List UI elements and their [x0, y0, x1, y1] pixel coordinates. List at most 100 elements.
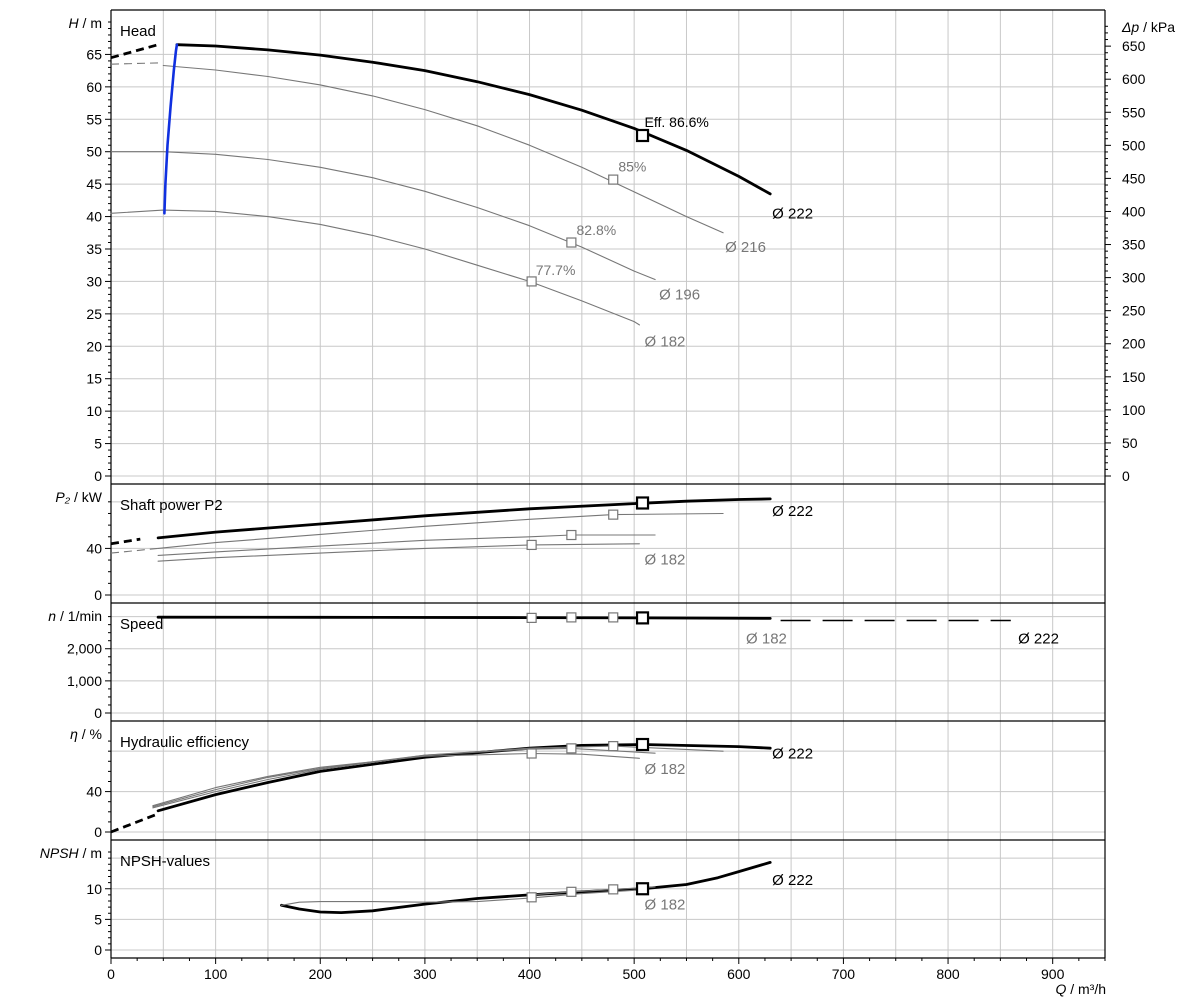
operating-point-marker — [608, 741, 619, 752]
operating-point-marker — [526, 539, 537, 551]
curve-line — [528, 886, 656, 896]
y-tick-label: 45 — [86, 176, 102, 192]
y-tick-label: 15 — [86, 371, 102, 387]
operating-point-marker — [635, 737, 650, 752]
curve-lead-in — [110, 537, 141, 546]
curve-layer — [110, 43, 1011, 914]
operating-limit-curve — [163, 43, 179, 215]
x-tick-label: 400 — [518, 966, 542, 982]
y-axis-unit: / m — [79, 15, 102, 31]
y-axis-label: H / m — [69, 15, 102, 31]
curve-line — [110, 151, 656, 281]
y2-tick-label: 100 — [1122, 402, 1146, 418]
x-axis-variable: Q — [1055, 981, 1066, 997]
y2-tick-label: 350 — [1122, 237, 1146, 253]
y-axis-variable: NPSH — [40, 845, 80, 861]
curve-line — [152, 747, 656, 808]
curve-line — [280, 889, 640, 906]
curve-lead-in — [110, 62, 159, 65]
y-tick-label: 0 — [94, 824, 102, 840]
y2-tick-label: 200 — [1122, 336, 1146, 352]
y-tick-label: 1,000 — [67, 673, 102, 689]
y-axis-variable: n — [48, 608, 56, 624]
y-axis-unit: / 1/min — [56, 608, 102, 624]
y-axis-label: η / % — [70, 726, 102, 742]
y2-axis-unit: / kPa — [1139, 19, 1175, 35]
y-axis-label: P₂ / kW — [55, 489, 102, 505]
curve-label: Ø 182 — [645, 334, 686, 351]
curve-line — [110, 209, 640, 326]
curve-line — [157, 534, 656, 556]
y-tick-label: 40 — [86, 540, 102, 556]
y-tick-label: 10 — [86, 881, 102, 897]
curve-line — [152, 752, 640, 807]
operating-point-marker — [566, 237, 577, 248]
y-tick-label: 25 — [86, 306, 102, 322]
operating-point-marker — [635, 882, 650, 896]
y-tick-label: 0 — [94, 942, 102, 958]
y-axis-variable: η — [70, 726, 78, 742]
curve-lead-in — [110, 547, 159, 554]
axis-layer: 0 100 200 300 400 500 600 700 800 900051015202530… — [40, 15, 1175, 982]
y-axis-variable: H — [69, 15, 80, 31]
y-tick-label: 65 — [86, 46, 102, 62]
y-tick-label: 30 — [86, 273, 102, 289]
y2-tick-label: 400 — [1122, 203, 1146, 219]
y2-tick-label: 0 — [1122, 468, 1130, 484]
y-tick-label: 35 — [86, 241, 102, 257]
curve-lead-in — [110, 43, 159, 60]
curve-line — [162, 64, 724, 234]
curve-label: Ø 182 — [746, 630, 787, 647]
panel-title: Head — [120, 23, 156, 40]
y2-tick-label: 650 — [1122, 38, 1146, 54]
label-layer: Head Ø 222 Ø 216 Ø 196 Ø 182 Eff. 86.6% 85% 82.… — [120, 23, 1059, 914]
panel-title: NPSH-values — [120, 853, 210, 870]
efficiency-annotation: 82.8% — [577, 222, 617, 238]
efficiency-annotation: Eff. 86.6% — [645, 114, 709, 130]
y2-axis-label: Δp / kPa — [1121, 19, 1175, 35]
operating-point-marker — [635, 611, 650, 625]
efficiency-annotation: 85% — [618, 159, 646, 175]
y-tick-label: 60 — [86, 79, 102, 95]
panel-title: Speed — [120, 616, 163, 633]
x-tick-label: 200 — [309, 966, 333, 982]
y-tick-label: 0 — [94, 705, 102, 721]
curve-label: Ø 222 — [772, 503, 813, 520]
x-axis-label: Q / m³/h — [1055, 981, 1106, 997]
operating-point-marker — [608, 612, 619, 623]
operating-point-marker — [526, 748, 537, 759]
x-tick-label: 300 — [413, 966, 437, 982]
operating-point-marker — [566, 886, 577, 897]
y-tick-label: 0 — [94, 468, 102, 484]
y-tick-label: 40 — [86, 784, 102, 800]
operating-point-marker — [526, 612, 537, 623]
efficiency-annotation: 77.7% — [536, 262, 576, 278]
y2-tick-label: 500 — [1122, 137, 1146, 153]
y-tick-label: 40 — [86, 209, 102, 225]
x-tick-label: 800 — [936, 966, 960, 982]
x-tick-label: 0 — [107, 966, 115, 982]
operating-point-marker — [608, 884, 619, 895]
y-axis-unit: / m — [79, 845, 102, 861]
operating-point-marker — [608, 174, 619, 185]
curve-label: Ø 196 — [659, 286, 700, 303]
x-tick-label: 700 — [832, 966, 856, 982]
y2-tick-label: 150 — [1122, 369, 1146, 385]
y-tick-label: 20 — [86, 338, 102, 354]
y2-tick-label: 600 — [1122, 71, 1146, 87]
x-tick-label: 100 — [204, 966, 228, 982]
curve-label: Ø 222 — [772, 205, 813, 222]
x-tick-label: 600 — [727, 966, 751, 982]
curve-label: Ø 222 — [1018, 630, 1059, 647]
operating-point-marker — [566, 743, 577, 754]
curve-label: Ø 222 — [772, 872, 813, 889]
curve-label: Ø 222 — [772, 746, 813, 763]
x-tick-label: 500 — [622, 966, 646, 982]
curve-label: Ø 182 — [645, 551, 686, 568]
curve-line — [156, 497, 772, 540]
y2-tick-label: 250 — [1122, 303, 1146, 319]
curve-label: Ø 182 — [645, 897, 686, 914]
operating-point-marker — [635, 128, 650, 143]
y2-tick-label: 50 — [1122, 435, 1138, 451]
